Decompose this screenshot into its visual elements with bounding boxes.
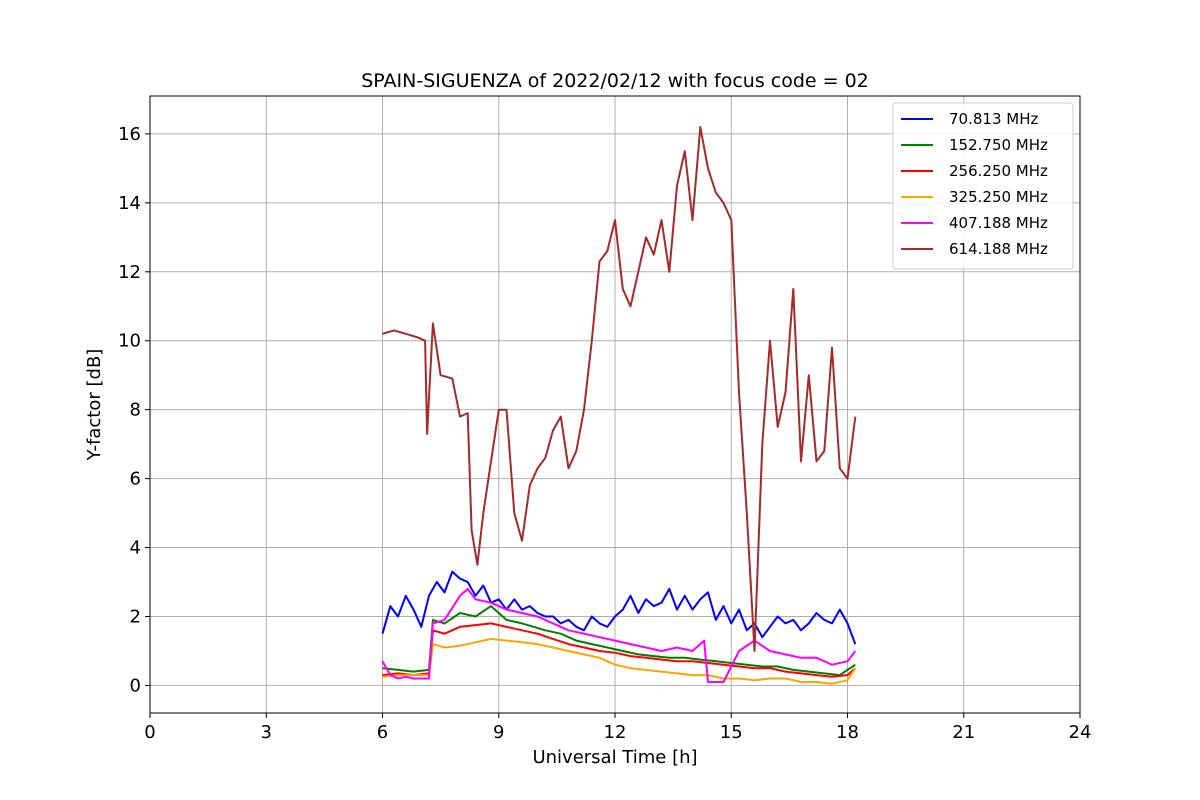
- x-tick-label: 21: [952, 722, 975, 743]
- legend: 70.813 MHz 152.750 MHz 256.250 MHz 325.250 …: [892, 102, 1074, 270]
- y-axis-label: Y-factor [dB]: [84, 349, 105, 462]
- x-tick-label: 0: [144, 722, 155, 743]
- legend-label: 256.250 MHz: [949, 162, 1048, 180]
- series-line-2: [382, 622, 856, 678]
- series-line-4: [381, 587, 857, 683]
- y-tick-label: 6: [130, 469, 141, 490]
- legend-label: 407.188 MHz: [949, 214, 1048, 232]
- legend-label: 152.750 MHz: [949, 136, 1048, 154]
- x-tick-label: 6: [377, 722, 388, 743]
- legend-label: 325.250 MHz: [949, 188, 1048, 206]
- x-tick-label: 15: [720, 722, 743, 743]
- y-tick-label: 2: [130, 606, 141, 627]
- x-tick-label: 12: [604, 722, 627, 743]
- y-tick-label: 0: [130, 675, 141, 696]
- series-line-0: [381, 570, 857, 645]
- x-tick-label: 18: [836, 722, 859, 743]
- x-axis: 0 3 6 9 12 15 18 21 24: [144, 713, 1091, 743]
- y-axis: 0 2 4 6 8 10 12 14 16: [118, 124, 150, 696]
- y-tick-label: 14: [118, 193, 141, 214]
- series-line-1: [382, 605, 856, 677]
- chart-title: SPAIN-SIGUENZA of 2022/02/12 with focus …: [361, 70, 869, 92]
- x-tick-label: 3: [261, 722, 272, 743]
- legend-box: [892, 102, 1074, 270]
- legend-label: 70.813 MHz: [949, 110, 1038, 128]
- x-axis-label: Universal Time [h]: [532, 747, 697, 768]
- series-line-5: [382, 126, 857, 652]
- y-tick-label: 8: [130, 400, 141, 421]
- y-tick-label: 16: [118, 124, 141, 145]
- y-tick-label: 10: [118, 331, 141, 352]
- series-line-3: [382, 637, 857, 685]
- y-tick-label: 12: [118, 262, 141, 283]
- legend-label: 614.188 MHz: [949, 240, 1048, 258]
- y-tick-label: 4: [130, 538, 141, 559]
- x-tick-label: 9: [493, 722, 504, 743]
- plot-area: [381, 126, 857, 685]
- x-tick-label: 24: [1069, 722, 1092, 743]
